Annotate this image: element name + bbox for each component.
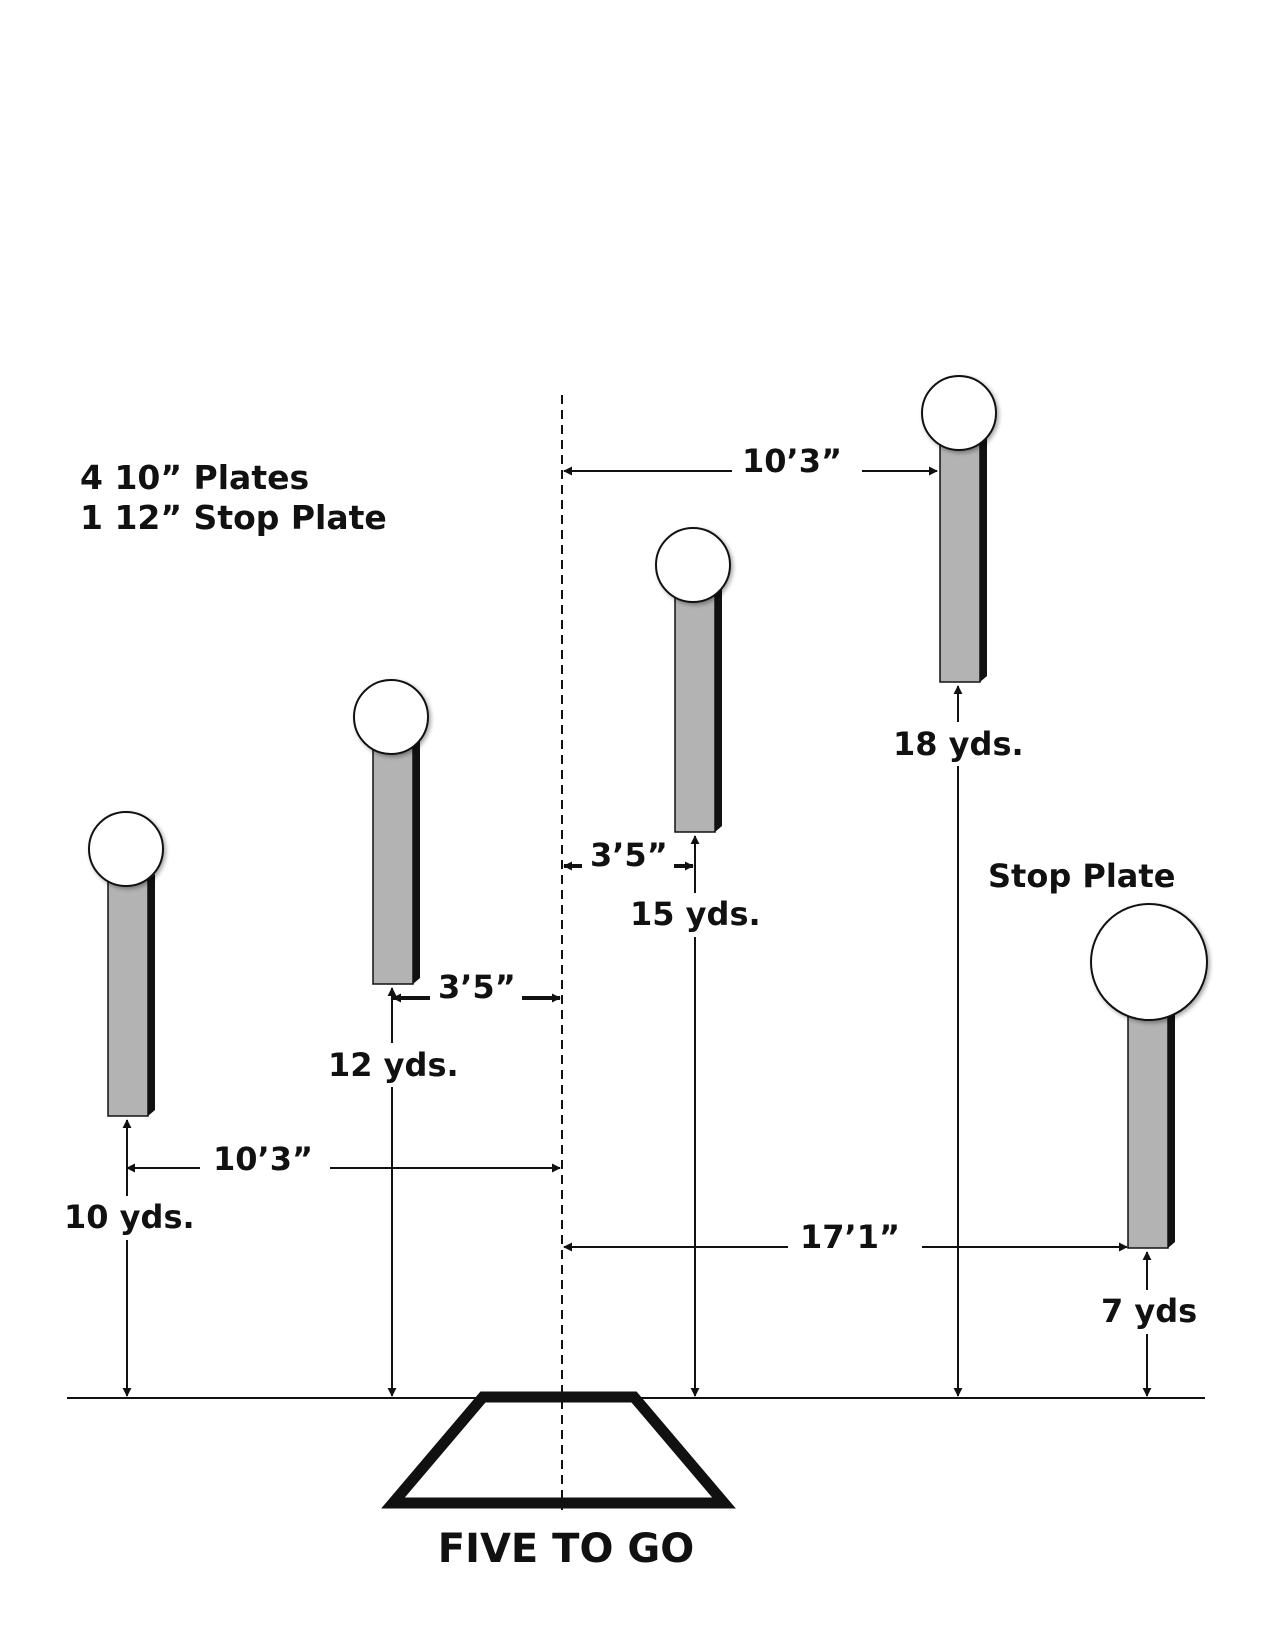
stop-plate-target bbox=[1090, 903, 1208, 1021]
note-line-2: 1 12” Stop Plate bbox=[80, 498, 387, 537]
stage-title: FIVE TO GO bbox=[438, 1526, 694, 1572]
offset-left-near-label: 3’5” bbox=[438, 968, 516, 1006]
stop-plate bbox=[1090, 903, 1210, 1249]
plate-3 bbox=[655, 527, 733, 833]
plate-4-distance: 18 yds. bbox=[893, 725, 1024, 763]
plate-4 bbox=[921, 375, 999, 683]
offset-stop-label: 17’1” bbox=[800, 1218, 900, 1256]
plate-2-distance: 12 yds. bbox=[328, 1046, 459, 1084]
plate-1-distance: 10 yds. bbox=[64, 1198, 195, 1236]
note-line-1: 4 10” Plates bbox=[80, 458, 310, 497]
shooting-box bbox=[381, 1391, 736, 1509]
plate-1 bbox=[88, 811, 166, 1117]
offset-right-far-label: 10’3” bbox=[742, 442, 842, 480]
plate-4-target bbox=[921, 375, 997, 451]
stop-plate-label: Stop Plate bbox=[988, 857, 1175, 895]
plate-count-note: 4 10” Plates 1 12” Stop Plate bbox=[80, 458, 387, 538]
stop-plate-distance: 7 yds bbox=[1101, 1292, 1197, 1330]
plate-3-target bbox=[655, 527, 731, 603]
plate-3-distance: 15 yds. bbox=[630, 895, 761, 933]
plate-1-target bbox=[88, 811, 164, 887]
plate-2 bbox=[353, 679, 431, 985]
offset-left-far-label: 10’3” bbox=[213, 1140, 313, 1178]
plate-2-target bbox=[353, 679, 429, 755]
offset-right-near-label: 3’5” bbox=[590, 836, 668, 874]
